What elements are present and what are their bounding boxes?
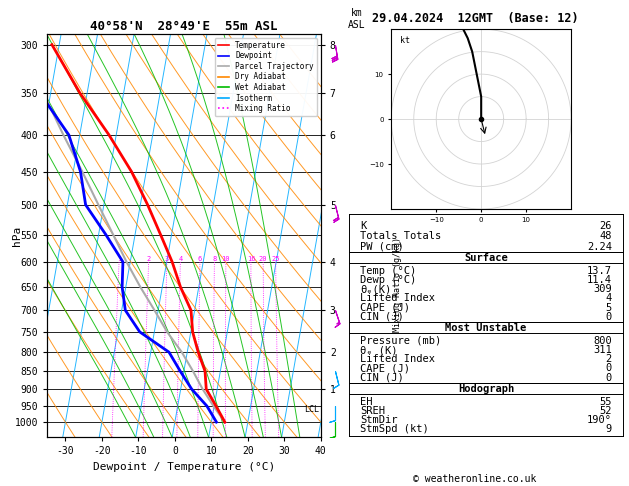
Text: StmSpd (kt): StmSpd (kt): [360, 424, 429, 434]
Text: Mixing Ratio (g/kg): Mixing Ratio (g/kg): [393, 237, 402, 331]
Text: 26: 26: [599, 221, 612, 231]
Text: Surface: Surface: [464, 253, 508, 262]
Text: 5: 5: [606, 302, 612, 312]
Text: LCL: LCL: [304, 405, 319, 414]
Text: 48: 48: [599, 231, 612, 241]
Text: EH: EH: [360, 397, 372, 407]
Text: 2.24: 2.24: [587, 242, 612, 252]
Text: 8: 8: [212, 256, 216, 262]
Text: 11.4: 11.4: [587, 275, 612, 285]
Text: 20: 20: [259, 256, 267, 262]
Text: 55: 55: [599, 397, 612, 407]
Legend: Temperature, Dewpoint, Parcel Trajectory, Dry Adiabat, Wet Adiabat, Isotherm, Mi: Temperature, Dewpoint, Parcel Trajectory…: [214, 38, 317, 116]
Text: SREH: SREH: [360, 406, 385, 416]
Text: K: K: [360, 221, 366, 231]
Text: 0: 0: [606, 364, 612, 373]
Text: hPa: hPa: [12, 226, 22, 246]
Text: 2: 2: [147, 256, 151, 262]
Text: Dewp (°C): Dewp (°C): [360, 275, 416, 285]
Text: kt: kt: [400, 35, 410, 45]
Text: 0: 0: [606, 373, 612, 382]
Text: PW (cm): PW (cm): [360, 242, 404, 252]
Text: CAPE (J): CAPE (J): [360, 364, 410, 373]
Text: CIN (J): CIN (J): [360, 312, 404, 322]
Text: 25: 25: [272, 256, 280, 262]
Text: Totals Totals: Totals Totals: [360, 231, 442, 241]
Text: 52: 52: [599, 406, 612, 416]
Text: Hodograph: Hodograph: [458, 383, 514, 394]
Text: 29.04.2024  12GMT  (Base: 12): 29.04.2024 12GMT (Base: 12): [372, 12, 578, 25]
Text: θₑ(K): θₑ(K): [360, 284, 391, 294]
Text: StmDir: StmDir: [360, 415, 398, 425]
Text: 190°: 190°: [587, 415, 612, 425]
Text: 9: 9: [606, 424, 612, 434]
Text: 16: 16: [247, 256, 255, 262]
Text: 4: 4: [178, 256, 182, 262]
X-axis label: Dewpoint / Temperature (°C): Dewpoint / Temperature (°C): [93, 462, 275, 472]
Text: 1: 1: [117, 256, 121, 262]
Text: 3: 3: [165, 256, 169, 262]
Text: 309: 309: [593, 284, 612, 294]
Text: Lifted Index: Lifted Index: [360, 294, 435, 303]
Text: 10: 10: [221, 256, 230, 262]
Text: 311: 311: [593, 345, 612, 355]
Text: Pressure (mb): Pressure (mb): [360, 336, 442, 346]
Text: 0: 0: [606, 312, 612, 322]
Text: 800: 800: [593, 336, 612, 346]
Text: CIN (J): CIN (J): [360, 373, 404, 382]
Title: 40°58'N  28°49'E  55m ASL: 40°58'N 28°49'E 55m ASL: [90, 20, 278, 33]
Text: 4: 4: [606, 294, 612, 303]
Text: 13.7: 13.7: [587, 266, 612, 276]
Text: Most Unstable: Most Unstable: [445, 323, 526, 333]
Text: Lifted Index: Lifted Index: [360, 354, 435, 364]
Text: CAPE (J): CAPE (J): [360, 302, 410, 312]
Text: © weatheronline.co.uk: © weatheronline.co.uk: [413, 473, 537, 484]
Text: Temp (°C): Temp (°C): [360, 266, 416, 276]
Text: 2: 2: [606, 354, 612, 364]
Text: 6: 6: [198, 256, 202, 262]
Text: θₑ (K): θₑ (K): [360, 345, 398, 355]
Text: km
ASL: km ASL: [348, 8, 365, 30]
